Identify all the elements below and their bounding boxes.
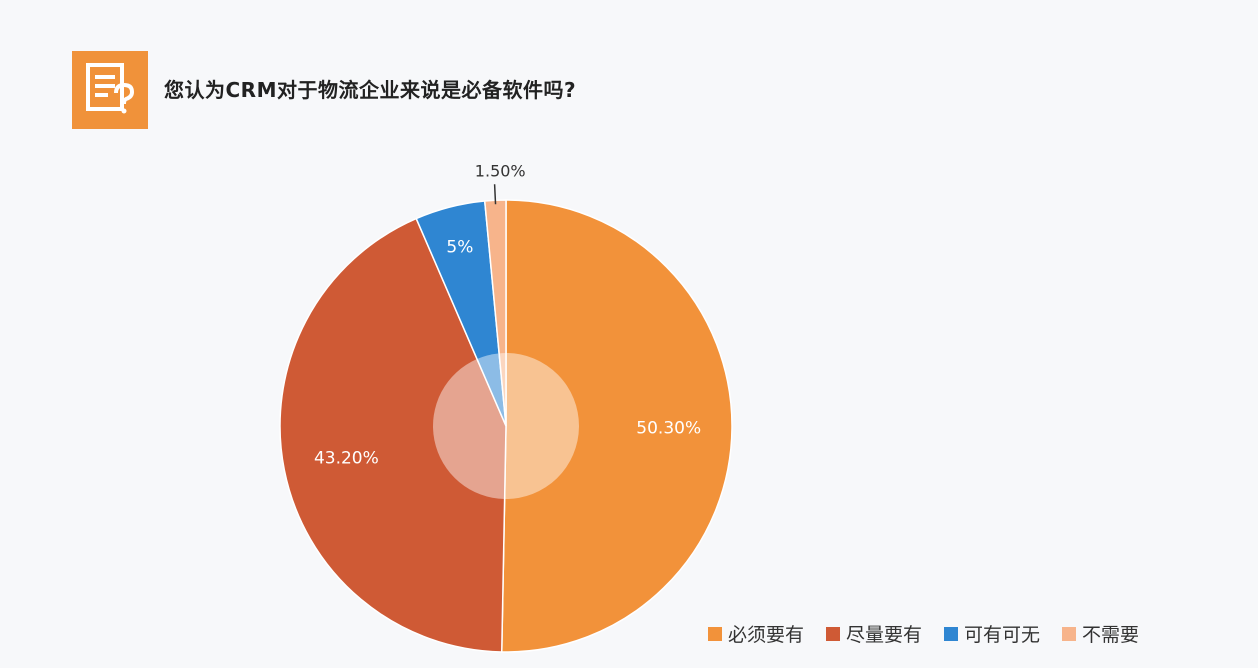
document-question-icon xyxy=(72,51,148,129)
pie-slice-0 xyxy=(500,199,733,653)
data-label-1: 43.20% xyxy=(314,448,379,468)
leader-line-3 xyxy=(493,184,497,205)
legend-item-0: 必须要有 xyxy=(708,620,804,647)
legend-swatch-0 xyxy=(708,626,722,641)
inner-slice-2 xyxy=(477,353,506,426)
legend-label-3: 不需要 xyxy=(1082,624,1140,646)
legend-item-1: 尽量要有 xyxy=(826,620,922,647)
legend-swatch-2 xyxy=(944,626,959,641)
legend-swatch-3 xyxy=(1062,626,1077,641)
legend-item-3: 不需要 xyxy=(1062,620,1139,647)
data-label-2: 5% xyxy=(446,238,473,258)
data-label-3: 1.50% xyxy=(475,161,526,180)
legend-label-2: 可有可无 xyxy=(964,624,1041,646)
data-label-0: 50.30% xyxy=(636,419,701,439)
inner-slice-1 xyxy=(432,359,506,499)
legend-label-1: 尽量要有 xyxy=(846,624,923,646)
pie-slice-1 xyxy=(279,217,507,653)
inner-slice-3 xyxy=(499,353,506,426)
legend-swatch-1 xyxy=(826,626,841,641)
legend-item-2: 可有可无 xyxy=(944,620,1040,647)
chart-legend: 必须要有 尽量要有 可有可无 不需要 xyxy=(708,620,1139,647)
chart-title: 您认为CRM对于物流企业来说是必备软件吗? xyxy=(164,78,577,102)
legend-label-0: 必须要有 xyxy=(728,624,805,646)
inner-slice-0 xyxy=(504,353,580,500)
